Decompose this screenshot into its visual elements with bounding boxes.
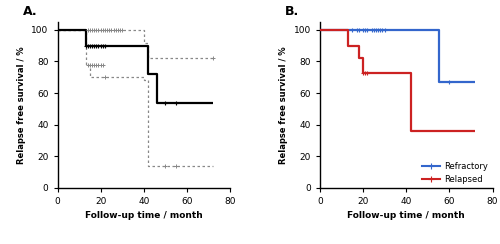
Legend: Refractory, Relapsed: Refractory, Relapsed	[422, 162, 488, 184]
Text: A.: A.	[23, 5, 38, 18]
Y-axis label: Relapse free survival / %: Relapse free survival / %	[16, 46, 26, 164]
Y-axis label: Relapse free survival / %: Relapse free survival / %	[279, 46, 288, 164]
Text: B.: B.	[286, 5, 300, 18]
X-axis label: Follow-up time / month: Follow-up time / month	[348, 212, 465, 221]
X-axis label: Follow-up time / month: Follow-up time / month	[85, 212, 202, 221]
